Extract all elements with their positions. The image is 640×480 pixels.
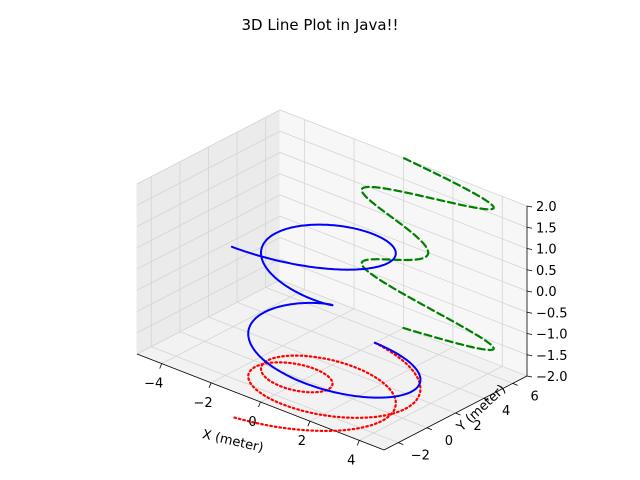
y-tick-label: 4 (502, 404, 510, 419)
back-wall-grid-line (279, 194, 528, 292)
z-tick (526, 290, 533, 293)
y-tick (398, 442, 404, 445)
chart-title: 3D Line Plot in Java!! (241, 16, 398, 34)
z-tick-label: 2.0 (536, 200, 557, 215)
left-wall-grid-line (136, 237, 281, 312)
series-line-dashed (360, 156, 495, 352)
left-wall-grid-line (136, 173, 281, 249)
floor-grid-line (236, 301, 485, 399)
series-group (230, 156, 495, 432)
x-tick-label: 2 (298, 434, 306, 449)
back-wall-grid-line (279, 215, 528, 313)
z-tick (526, 226, 533, 229)
floor-grid-line (151, 346, 399, 443)
z-tick-label: −1.0 (536, 328, 568, 343)
y-tick-label: 6 (531, 389, 539, 404)
floor-grid-line (179, 331, 428, 429)
x-tick (356, 440, 360, 446)
z-tick-label: 1.5 (536, 221, 557, 236)
z-tick (526, 333, 533, 335)
y-tick (455, 412, 461, 416)
series-line-solid (230, 223, 422, 399)
x-tick (208, 382, 212, 388)
z-tick (526, 269, 533, 272)
z-tick-label: −2.0 (536, 370, 568, 385)
z-tick-label: 1.0 (536, 243, 557, 258)
x-tick-label: 0 (248, 415, 256, 430)
left-wall-grid-line (136, 109, 281, 185)
x-tick (307, 421, 311, 427)
back-wall-grid-line (279, 152, 528, 249)
y-tick-label: −2 (411, 449, 430, 464)
z-tick (526, 354, 533, 357)
series-line-dotted (230, 341, 422, 432)
y-tick (426, 427, 433, 431)
x-tick (258, 401, 261, 408)
x-tick-label: −4 (144, 377, 163, 392)
left-wall-grid-line (136, 130, 281, 206)
y-tick-label: 2 (473, 419, 481, 434)
back-wall-grid-line (279, 173, 528, 271)
y-tick-label: 0 (445, 434, 453, 449)
left-wall-grid-line (136, 279, 281, 355)
z-tick (526, 248, 533, 250)
x-axis-label: X (meter) (201, 427, 265, 456)
z-tick-label: 0.5 (536, 264, 557, 279)
z-tick (526, 375, 533, 378)
x-tick-label: 4 (347, 453, 355, 468)
x-tick (159, 363, 163, 369)
left-wall-grid-line (136, 258, 281, 334)
left-wall-grid-line (136, 194, 281, 270)
back-wall-grid-line (279, 258, 528, 356)
x-tick-label: −2 (194, 396, 213, 411)
axis-lines (136, 205, 533, 451)
z-tick-label: 0.0 (536, 285, 557, 300)
left-wall-grid-line (136, 152, 281, 227)
tick-labels: −4 −2 0 2 4 −2 0 2 4 6 −2.0 −1.5 −1.0 −0.5 0.0 0.5 1.0 1.… (144, 200, 567, 468)
left-wall-grid-line (136, 215, 281, 291)
y-tick (483, 397, 490, 401)
z-tick-label: −1.5 (536, 349, 568, 364)
floor-grid-line (208, 316, 456, 414)
back-wall-grid-line (279, 237, 528, 334)
grid-lines (136, 109, 528, 443)
z-tick-label: −0.5 (536, 306, 568, 321)
y-tick (512, 383, 518, 386)
z-tick (526, 205, 533, 208)
z-tick (526, 311, 533, 314)
back-wall-grid-line (279, 130, 528, 228)
